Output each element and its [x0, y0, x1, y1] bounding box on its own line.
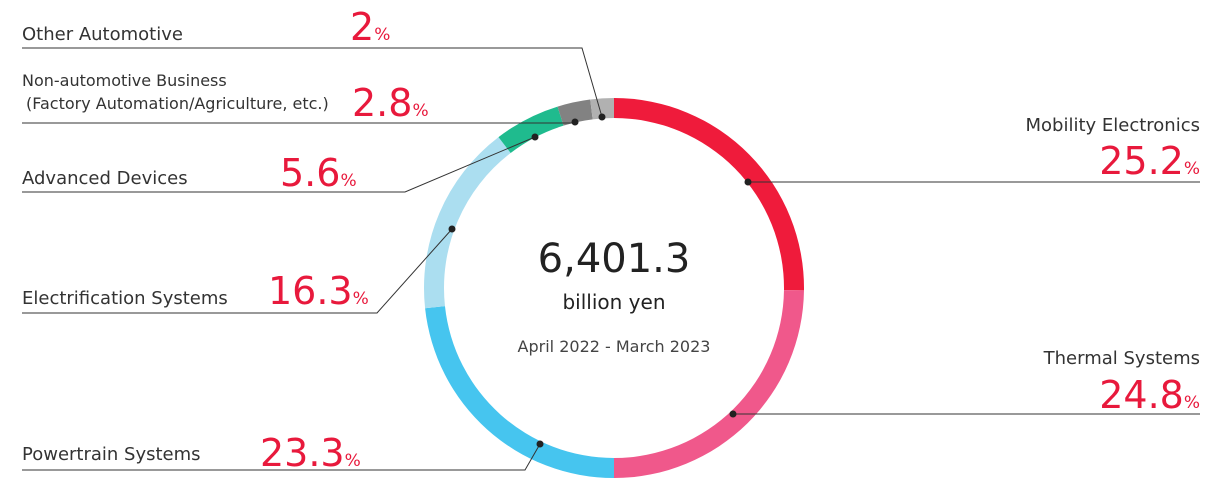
value-unit: % — [353, 289, 369, 309]
category-label: Other Automotive — [22, 24, 183, 45]
leader-line — [22, 47, 603, 118]
donut-segment — [425, 306, 614, 478]
value-unit: % — [412, 101, 428, 121]
value-label: 2% — [350, 5, 390, 49]
value-label: 5.6% — [280, 151, 357, 195]
value-unit: % — [374, 25, 390, 45]
center-value: 6,401.3 — [538, 236, 691, 282]
value-number: 5.6 — [280, 151, 340, 195]
category-label: Thermal Systems — [1043, 348, 1200, 369]
center-unit: billion yen — [562, 290, 665, 314]
value-number: 2 — [350, 5, 374, 49]
value-label: 2.8% — [352, 81, 429, 125]
value-label: 25.2% — [1099, 139, 1200, 183]
donut-segment — [557, 99, 593, 126]
value-unit: % — [345, 451, 361, 471]
leader-dot — [744, 178, 752, 186]
leader-dot — [531, 133, 539, 141]
category-label: Powertrain Systems — [22, 444, 201, 465]
leader-line — [22, 136, 536, 193]
value-label: 24.8% — [1099, 373, 1200, 417]
category-label: Advanced Devices — [22, 168, 188, 189]
donut-segment — [614, 290, 804, 478]
leader-line — [22, 228, 453, 314]
value-unit: % — [340, 171, 356, 191]
value-label: 16.3% — [268, 269, 369, 313]
category-label: Non-automotive Business (Factory Automati… — [22, 71, 329, 113]
value-unit: % — [1184, 159, 1200, 179]
leader-line — [22, 443, 541, 471]
value-number: 2.8 — [352, 81, 412, 125]
leader-dot — [729, 410, 737, 418]
value-unit: % — [1184, 393, 1200, 413]
donut-segment — [498, 106, 564, 154]
value-number: 16.3 — [268, 269, 353, 313]
value-number: 23.3 — [260, 431, 345, 475]
value-number: 24.8 — [1099, 373, 1184, 417]
category-label: Mobility Electronics — [1025, 115, 1200, 136]
donut-segment — [590, 98, 614, 120]
category-label: Electrification Systems — [22, 288, 228, 309]
leader-dot — [598, 113, 606, 121]
leader-dot — [536, 440, 544, 448]
value-label: 23.3% — [260, 431, 361, 475]
period: April 2022 - March 2023 — [518, 337, 711, 356]
leader-dot — [571, 118, 579, 126]
donut-segment — [424, 137, 511, 309]
leader-dot — [448, 225, 456, 233]
donut-segment — [614, 98, 804, 291]
value-number: 25.2 — [1099, 139, 1184, 183]
